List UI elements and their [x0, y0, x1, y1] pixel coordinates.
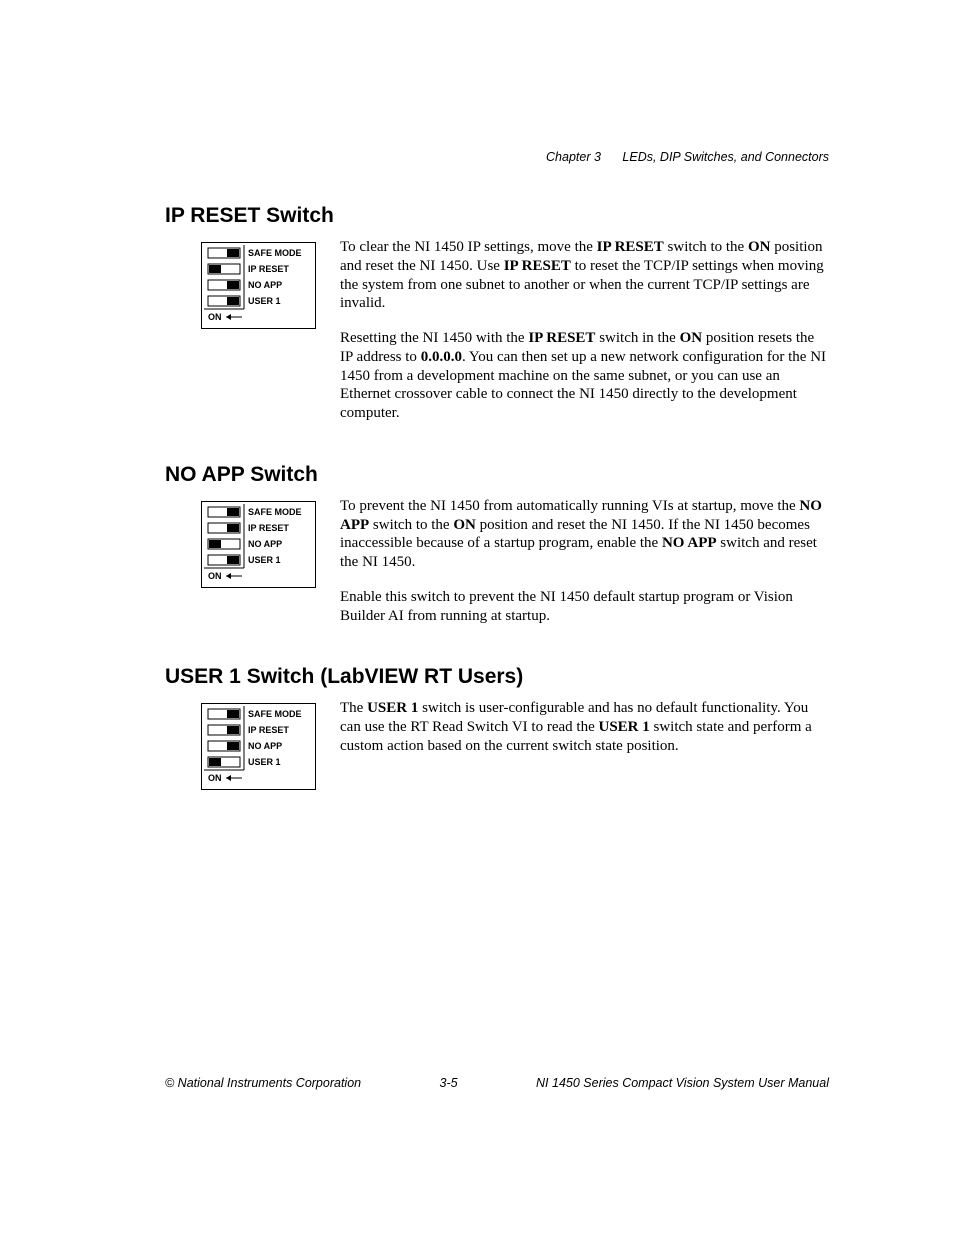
footer-right: NI 1450 Series Compact Vision System Use…	[536, 1076, 829, 1090]
header-title: LEDs, DIP Switches, and Connectors	[622, 150, 829, 164]
body-paragraph: To prevent the NI 1450 from automaticall…	[340, 497, 829, 572]
section-body: To prevent the NI 1450 from automaticall…	[340, 497, 829, 642]
svg-text:NO APP: NO APP	[248, 741, 282, 751]
section-heading: NO APP Switch	[165, 463, 829, 487]
svg-text:USER 1: USER 1	[248, 296, 281, 306]
dip-switch-diagram: SAFE MODE IP RESET NO APP USER 1 ON	[204, 245, 316, 323]
section-row: SAFE MODE IP RESET NO APP USER 1 ON To preven…	[165, 497, 829, 642]
dip-switch-diagram: SAFE MODE IP RESET NO APP USER 1 ON	[204, 706, 316, 784]
section-heading: IP RESET Switch	[165, 204, 829, 228]
dip-switch-icon: SAFE MODE IP RESET NO APP USER 1 ON	[201, 501, 316, 588]
section: USER 1 Switch (LabVIEW RT Users) SAFE MOD…	[165, 665, 829, 790]
page-content: IP RESET SwitchSAFE MODEIP RESETNO APPUS…	[165, 204, 829, 790]
section-body: The USER 1 switch is user-configurable a…	[340, 699, 829, 771]
svg-text:SAFE MODE: SAFE MODE	[248, 709, 302, 719]
svg-text:IP RESET: IP RESET	[248, 523, 289, 533]
body-paragraph: The USER 1 switch is user-configurable a…	[340, 699, 829, 755]
body-paragraph: Enable this switch to prevent the NI 145…	[340, 588, 829, 626]
section-body: To clear the NI 1450 IP settings, move t…	[340, 238, 829, 439]
svg-text:NO APP: NO APP	[248, 280, 282, 290]
document-page: Chapter 3 LEDs, DIP Switches, and Connec…	[0, 0, 954, 1235]
section-row: SAFE MODE IP RESET NO APP USER 1 ON To clear …	[165, 238, 829, 439]
svg-text:NO APP: NO APP	[248, 539, 282, 549]
svg-text:ON: ON	[208, 312, 222, 322]
section: NO APP Switch SAFE MODE IP RESET NO APP USER…	[165, 463, 829, 642]
dip-switch-icon: SAFE MODE IP RESET NO APP USER 1 ON	[201, 242, 316, 329]
footer-left: © National Instruments Corporation	[165, 1076, 361, 1090]
svg-text:SAFE MODE: SAFE MODE	[248, 248, 302, 258]
running-header: Chapter 3 LEDs, DIP Switches, and Connec…	[546, 150, 829, 164]
dip-switch-diagram: SAFE MODE IP RESET NO APP USER 1 ON	[204, 504, 316, 582]
svg-text:ON: ON	[208, 571, 222, 581]
svg-text:USER 1: USER 1	[248, 757, 281, 767]
svg-text:USER 1: USER 1	[248, 555, 281, 565]
svg-text:IP RESET: IP RESET	[248, 264, 289, 274]
svg-text:ON: ON	[208, 773, 222, 783]
page-footer: © National Instruments Corporation 3-5 N…	[165, 1076, 829, 1090]
section-heading: USER 1 Switch (LabVIEW RT Users)	[165, 665, 829, 689]
svg-text:IP RESET: IP RESET	[248, 725, 289, 735]
header-chapter: Chapter 3	[546, 150, 601, 164]
footer-center: 3-5	[440, 1076, 458, 1090]
dip-switch-icon: SAFE MODE IP RESET NO APP USER 1 ON	[201, 703, 316, 790]
body-paragraph: Resetting the NI 1450 with the IP RESET …	[340, 329, 829, 423]
section-row: SAFE MODE IP RESET NO APP USER 1 ON The USER …	[165, 699, 829, 790]
section: IP RESET Switch SAFE MODE IP RESET NO APP US…	[165, 204, 829, 439]
svg-text:SAFE MODE: SAFE MODE	[248, 507, 302, 517]
body-paragraph: To clear the NI 1450 IP settings, move t…	[340, 238, 829, 313]
